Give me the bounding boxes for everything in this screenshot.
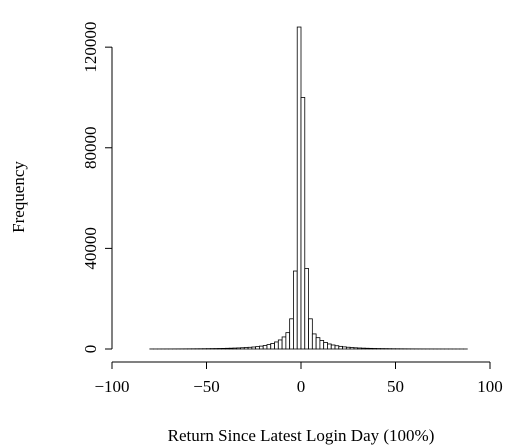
x-tick-label: 100: [477, 377, 503, 396]
bar: [334, 345, 340, 350]
bar: [236, 347, 241, 350]
y-axis-label: Frequency: [9, 161, 28, 233]
bar: [372, 348, 378, 350]
x-axis-label: Return Since Latest Login Day (100%): [168, 426, 435, 445]
bar: [228, 347, 234, 350]
bar: [255, 346, 260, 350]
bar: [342, 346, 347, 350]
bar: [293, 270, 298, 350]
bar: [247, 346, 253, 350]
x-tick-label: 50: [387, 377, 404, 396]
bar: [270, 343, 275, 350]
bar: [330, 344, 336, 350]
bar: [251, 346, 257, 350]
bar: [285, 332, 291, 350]
bar: [345, 346, 351, 350]
bar: [308, 318, 313, 350]
bar: [327, 343, 332, 350]
bar: [296, 26, 302, 350]
bar: [338, 345, 343, 350]
bar: [240, 347, 245, 350]
bar: [364, 347, 370, 350]
bar: [319, 340, 325, 350]
bar: [262, 345, 268, 350]
bar: [221, 347, 226, 350]
x-tick-label: −100: [94, 377, 129, 396]
bar: [224, 347, 230, 350]
bar: [361, 347, 366, 350]
bar: [357, 347, 362, 350]
bar: [311, 333, 317, 350]
x-tick-label: −50: [193, 377, 220, 396]
bar: [353, 347, 359, 350]
bar: [368, 347, 374, 350]
y-tick-label: 0: [81, 345, 100, 354]
bar: [259, 345, 264, 350]
y-tick-label: 120000: [81, 22, 100, 73]
x-tick-label: 0: [297, 377, 306, 396]
bar: [304, 268, 309, 350]
bar: [315, 337, 321, 350]
bar: [217, 348, 223, 350]
bar: [232, 347, 238, 350]
bar: [281, 336, 287, 350]
bar: [277, 339, 283, 350]
bar: [243, 347, 249, 350]
bar: [323, 342, 328, 350]
bar: [289, 318, 294, 350]
bar: [266, 344, 272, 350]
y-tick-label: 40000: [81, 227, 100, 270]
bar: [274, 341, 279, 350]
bar: [349, 347, 355, 350]
bar: [300, 97, 306, 350]
y-tick-label: 80000: [81, 127, 100, 170]
